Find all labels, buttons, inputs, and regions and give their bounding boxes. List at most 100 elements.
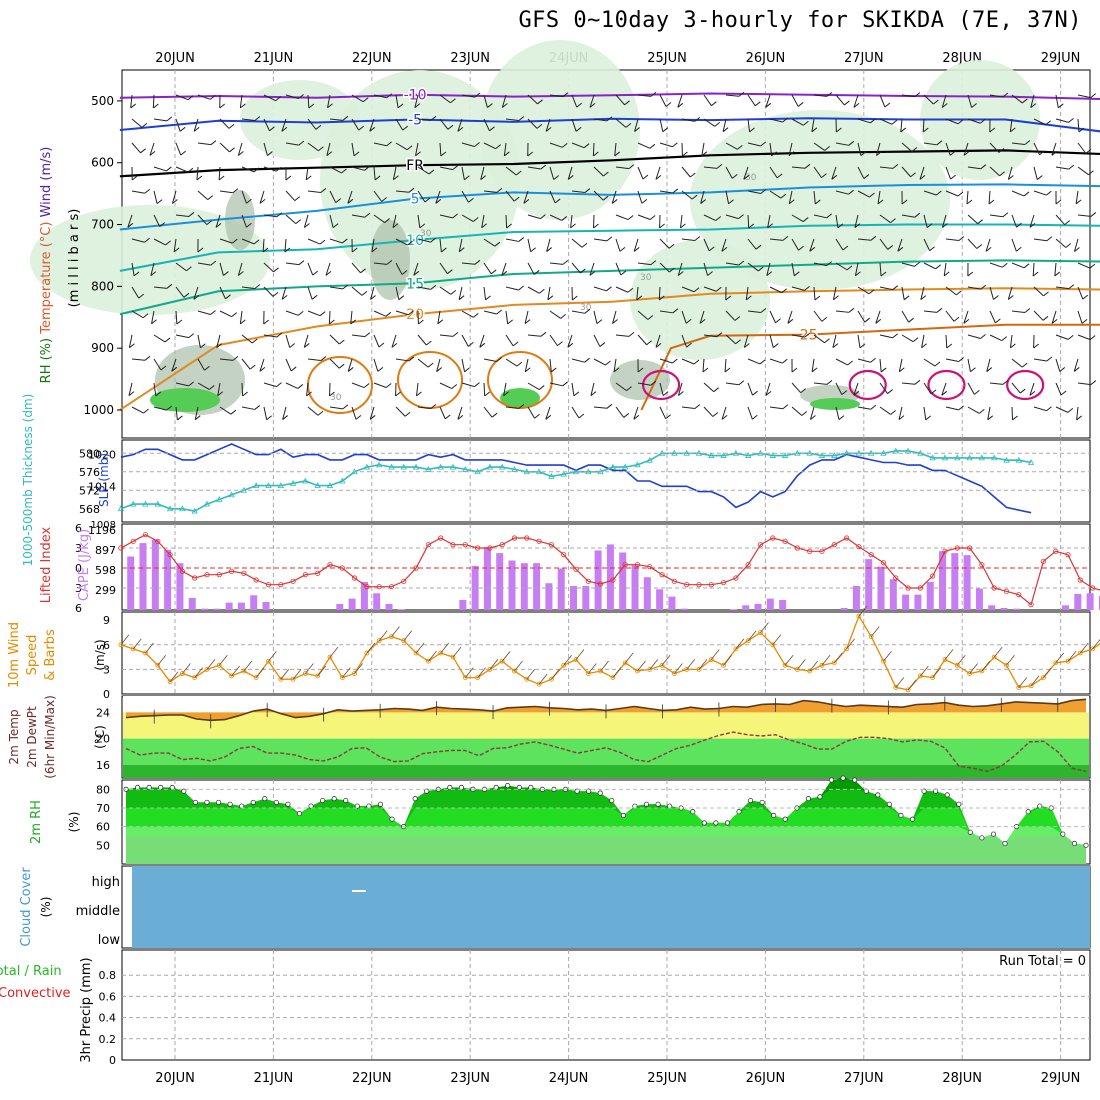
wind-barb-flag [501,270,508,276]
wind-barb-shaft [480,166,485,180]
wind-barb-flag [133,271,140,277]
wind-barb-flag [311,294,318,300]
wind-barb-10m [464,667,474,678]
thickness-tick-label: 576 [79,466,100,479]
wind-barb-10m [452,646,462,658]
wind-barb-flag [914,379,921,385]
wind-barb-shaft [527,166,541,170]
wind-barb-flag [936,190,942,196]
wind-barb-flag [140,148,146,154]
wind-speed-marker [610,675,616,680]
wind-barb-flag [898,415,905,421]
lifted-index-marker [192,575,198,581]
wind-barb-flag [391,342,398,348]
wind-barb-shaft [127,214,133,228]
wind-barb-shaft [439,382,452,389]
lifted-index-marker [659,572,665,578]
rh-tick-label: 80 [96,783,110,796]
wind-barb-shaft [153,238,166,246]
wind-barb-flag [573,391,580,397]
wind-barb-flag [593,151,599,157]
wind-barb-flag [440,151,447,157]
wind-barb-flag [933,99,939,105]
wind-speed-marker [561,662,567,668]
wind-barb-shaft [898,358,903,372]
top-date-label: 22JUN [352,51,392,66]
wind-barb-shaft [417,190,426,203]
wind-barb-shaft [681,190,693,200]
precip-tick-label: 0.6 [99,990,117,1003]
wind-barb-flag [606,236,613,242]
wind-speed-marker [315,673,321,679]
thickness-marker [302,477,309,484]
wind-speed-marker [413,650,419,656]
wind-barb-flag [450,98,456,104]
wind-barb-flag [385,383,392,388]
wind-barb-shaft [876,142,881,156]
wind-barb-shaft [791,334,805,338]
lifted-index-marker [991,585,997,591]
wind-barb-flag [183,292,190,298]
precip-axis-title: 3hr Precip (mm) [79,957,94,1062]
wind-barb-shaft [395,286,400,300]
cape-bar [250,595,258,610]
wind-barb-flag [689,172,696,178]
wind-barb-flag [173,247,180,253]
wind-barb-flag [458,247,465,253]
lifted-axis-title: Lifted Index [39,526,54,603]
wind-barb-shaft [371,238,375,252]
wind-barb-shaft [571,358,585,363]
wind-barb-10m [1067,650,1077,662]
wind-barb-flag [854,223,861,229]
wind-barb-10m [1092,638,1100,650]
wind-barb-shaft [571,238,583,248]
wind-barb-shaft [1055,382,1062,396]
wind-barb-flag [262,247,269,253]
wind-barb-shaft [373,310,387,317]
wind-barb-flag [1073,367,1080,372]
cape-bar [508,560,516,610]
wind-barb-flag [305,175,312,181]
rh-marker [748,797,754,804]
wind-barb-flag [401,270,408,275]
wind-barb-flag [581,242,588,248]
wind-barb-flag [725,295,732,301]
wind-barb-shaft [923,358,936,367]
wind-barb-shaft [571,190,585,194]
wind-barb-flag [678,391,684,396]
wind-barb-flag [472,217,479,222]
wind-barb-flag [378,342,385,348]
wind-barb-flag [793,271,800,277]
wind-barb-shaft [747,214,750,229]
wind-barb-flag [150,271,157,277]
wind-barb-flag [606,403,613,409]
lifted-index-marker [917,585,923,591]
wind-barb-flag [989,127,996,133]
wind-barb-flag [1016,246,1022,252]
wind-barb-flag [416,391,422,397]
wind-barb-shaft [593,238,607,242]
wind-barb-shaft [967,286,981,290]
wind-speed-marker [622,660,628,666]
wind-barb-shaft [1011,358,1023,368]
wind-barb-shaft [634,118,639,132]
wind-barb-flag [1008,175,1014,180]
wind-barb-shaft [439,214,453,219]
wind-barb-shaft [857,310,866,323]
wind-barb-flag [276,382,282,388]
wind-barbs-upper [127,91,1097,421]
wind-barb-flag [361,290,368,296]
cape-bar [1062,605,1070,610]
wind-speed-marker [376,638,382,644]
wind-speed-marker [647,667,653,672]
rh-marker [840,775,846,781]
cape-bar [164,549,172,610]
wind-barb-shaft [439,262,448,274]
precip-tick-label: 0.4 [99,1012,117,1025]
lifted-index-marker [770,535,776,541]
wind-barb-flag [294,196,301,201]
wind-barb-flag [863,174,870,179]
wind-barb-flag [430,237,436,243]
wind-barb-shaft [527,334,541,337]
